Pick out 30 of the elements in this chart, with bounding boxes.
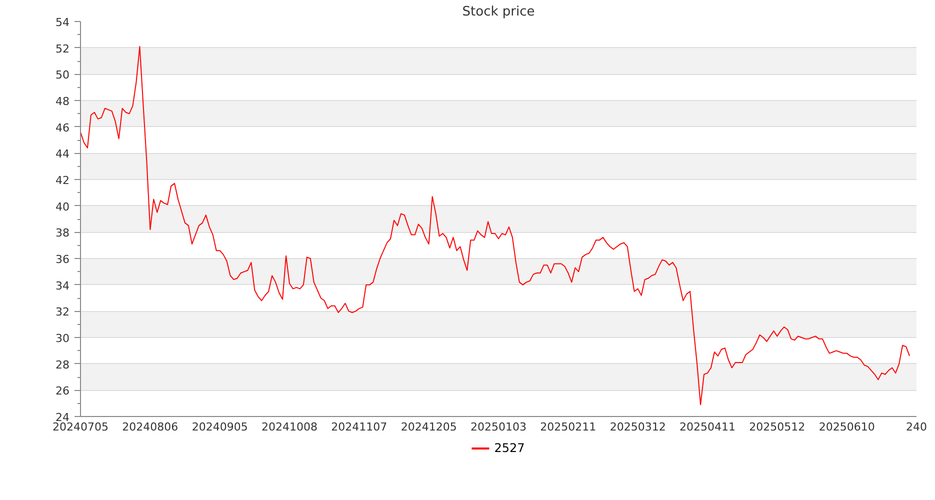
y-tick-label: 42 <box>56 174 70 187</box>
y-tick-label: 32 <box>56 306 70 319</box>
x-tick-label: 20241008 <box>262 420 318 434</box>
x-tick-label: 20250411 <box>680 420 736 434</box>
y-tick-label: 54 <box>56 16 70 29</box>
line-series <box>80 46 910 406</box>
x-tick-label: 20250211 <box>540 420 596 434</box>
y-tick-label: 30 <box>56 332 70 345</box>
y-tick-label: 38 <box>56 226 70 240</box>
y-tick-label: 44 <box>56 148 70 161</box>
y-tick-label: 46 <box>56 121 70 134</box>
y-tick-label: 50 <box>56 68 70 82</box>
x-tick-label: 20250103 <box>470 420 527 434</box>
x-tick-label: 20240905 <box>192 420 248 434</box>
x-tick-label: 20241107 <box>331 420 388 434</box>
y-tick-label: 48 <box>56 95 70 108</box>
y-tick-label: 52 <box>56 42 70 56</box>
y-tick-label: 26 <box>56 384 70 398</box>
x-tick-label: 240 <box>906 420 927 434</box>
legend-label: 2527 <box>494 441 525 455</box>
y-tick-label: 34 <box>56 279 70 292</box>
x-tick-label: 20241205 <box>400 420 457 434</box>
x-tick-label: 20250312 <box>610 420 666 434</box>
y-tick-label: 28 <box>56 358 70 372</box>
x-tick-label: 20250610 <box>818 420 875 434</box>
x-tick-label: 20250512 <box>749 420 806 434</box>
x-tick-label: 20240806 <box>122 420 178 434</box>
chart-title: Stock price <box>462 4 535 20</box>
y-tick-label: 36 <box>56 253 70 266</box>
y-tick-label: 40 <box>56 200 70 214</box>
